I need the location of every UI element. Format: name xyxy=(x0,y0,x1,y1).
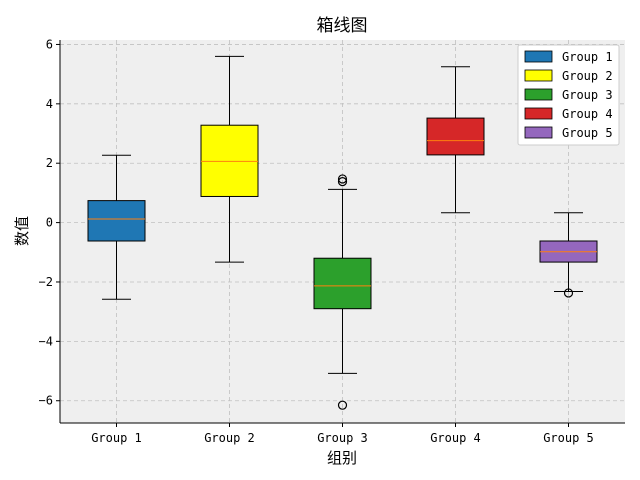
outlier-point xyxy=(337,177,348,187)
box-5 xyxy=(539,212,598,298)
x-tick-label: Group 2 xyxy=(204,431,255,445)
x-tick-label: Group 5 xyxy=(543,431,594,445)
box-4 xyxy=(426,66,485,214)
box-1 xyxy=(87,154,146,300)
legend-label: Group 2 xyxy=(562,69,613,83)
legend-swatch xyxy=(524,69,553,82)
box-body xyxy=(87,200,146,242)
legend-label: Group 4 xyxy=(562,107,613,121)
y-ticks: 6 4 2 0 −2 −4 −6 xyxy=(39,37,60,408)
legend-swatch xyxy=(524,88,553,101)
box-3 xyxy=(313,174,372,410)
x-ticks: Group 1 Group 2 Group 3 Group 4 Group 5 xyxy=(91,423,594,445)
y-tick-label: −4 xyxy=(39,334,53,348)
y-tick-label: 4 xyxy=(46,97,53,111)
y-tick-label: −2 xyxy=(39,275,53,289)
y-tick-label: 6 xyxy=(46,37,53,51)
legend-label: Group 5 xyxy=(562,126,613,140)
x-tick-label: Group 3 xyxy=(317,431,368,445)
box-body xyxy=(313,257,372,310)
x-tick-label: Group 1 xyxy=(91,431,142,445)
y-axis-label: 数值 xyxy=(13,216,31,246)
legend-label: Group 3 xyxy=(562,88,613,102)
box-2 xyxy=(200,55,259,263)
box-body xyxy=(426,117,485,156)
y-tick-label: 2 xyxy=(46,156,53,170)
outlier-point xyxy=(337,174,348,184)
y-tick-label: 0 xyxy=(46,216,53,230)
x-tick-label: Group 4 xyxy=(430,431,481,445)
legend-label: Group 1 xyxy=(562,50,613,64)
legend: Group 1 Group 2 Group 3 Group 4 Group 5 xyxy=(517,44,620,146)
legend-swatch xyxy=(524,126,553,139)
outlier-point xyxy=(337,400,348,410)
box-body xyxy=(200,124,259,197)
legend-swatch xyxy=(524,107,553,120)
y-tick-label: −6 xyxy=(39,394,53,408)
box-series xyxy=(87,55,598,410)
outlier-point xyxy=(563,288,574,298)
chart-title: 箱线图 xyxy=(317,16,368,36)
x-axis-label: 组别 xyxy=(327,449,357,467)
legend-swatch xyxy=(524,50,553,63)
